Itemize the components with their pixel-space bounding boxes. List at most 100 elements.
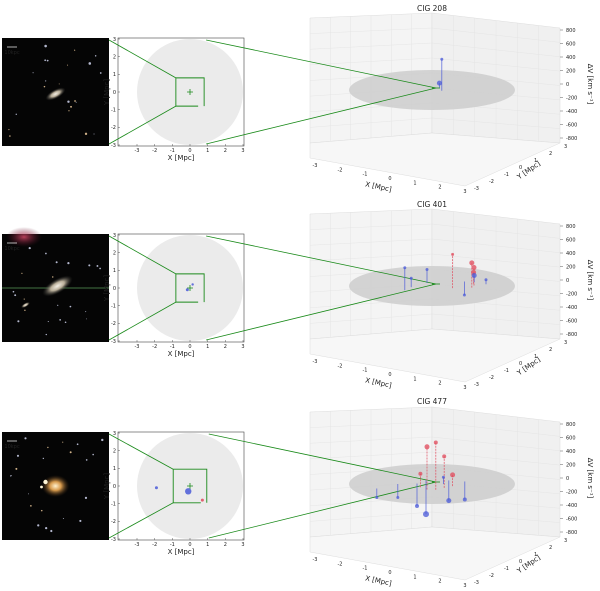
star xyxy=(45,333,48,336)
y3d-tick-label: -1 xyxy=(504,172,509,178)
neighbour-marker xyxy=(441,475,445,479)
x3d-tick-label: 1 xyxy=(413,574,416,580)
z-tick-label: -600 xyxy=(566,122,577,128)
y-axis-label: Y [Mpc] xyxy=(103,275,111,303)
y-tick-label: 2 xyxy=(113,250,116,256)
target-cross xyxy=(187,89,193,95)
galaxy-disk xyxy=(45,87,66,101)
star xyxy=(15,113,17,115)
galaxy-disk xyxy=(42,275,73,297)
star xyxy=(69,451,72,454)
panel-3-title: CIG 477 xyxy=(417,397,447,406)
star xyxy=(68,110,70,112)
star xyxy=(67,261,70,265)
z-axis-label: ΔV [km s⁻¹] xyxy=(586,458,594,499)
y-tick-label: 0 xyxy=(113,286,116,292)
y-tick-label: 0 xyxy=(113,484,116,490)
panel-row-1: 10kpc -3 -2 -1 0 1 2 3 3 2 1 0 -1 -2 -3 X [Mpc] Y [Mpc] 8… xyxy=(2,12,594,195)
y3d-tick-label: 2 xyxy=(549,347,552,353)
x3d-tick-label: 0 xyxy=(388,372,391,378)
x3d-tick-label: -1 xyxy=(363,566,368,572)
x-tick-label: -2 xyxy=(152,344,157,350)
z-tick-label: 400 xyxy=(566,449,576,455)
star xyxy=(40,509,43,512)
star xyxy=(9,135,11,137)
neighbour-marker xyxy=(471,265,477,271)
y-tick-label: -2 xyxy=(111,519,116,525)
z-tick-label: 200 xyxy=(566,264,576,270)
floor xyxy=(309,526,561,581)
star xyxy=(64,321,67,324)
star xyxy=(11,475,12,476)
star xyxy=(96,265,99,267)
neighbour-marker xyxy=(424,444,430,450)
dv-plane xyxy=(349,464,515,504)
star xyxy=(24,309,26,312)
z-tick-label: -600 xyxy=(566,516,577,522)
z-tick-label: -200 xyxy=(566,291,577,297)
neighbour-marker xyxy=(423,511,429,518)
star xyxy=(37,524,40,527)
zoom-box-left xyxy=(175,273,199,303)
y3d-tick-label: -3 xyxy=(474,186,479,192)
y-tick-label: -1 xyxy=(111,501,116,507)
neighbour-marker xyxy=(375,496,379,499)
x3d-tick-label: -3 xyxy=(313,163,318,169)
cone-top xyxy=(208,433,437,483)
x3d-tick-label: 1 xyxy=(413,180,416,186)
y-tick-label: -2 xyxy=(111,321,116,327)
star xyxy=(23,298,25,300)
x-tick-label: 1 xyxy=(206,344,209,350)
neighbour-marker xyxy=(440,57,444,61)
z-tick-label: 800 xyxy=(566,422,576,428)
x3d-tick-label: 0 xyxy=(388,570,391,576)
z-tick-label: -800 xyxy=(566,332,577,338)
z-tick-label: -400 xyxy=(566,109,577,115)
z-tick-label: 200 xyxy=(566,68,576,74)
star xyxy=(45,252,47,255)
connector-top xyxy=(108,39,177,79)
x3d-tick-label: -2 xyxy=(338,167,343,173)
x-tick-label: 1 xyxy=(206,542,209,548)
y-tick-label: 3 xyxy=(113,233,116,239)
star xyxy=(84,496,88,500)
x3d-axis-label: X [Mpc] xyxy=(364,180,392,193)
star xyxy=(58,83,60,85)
star xyxy=(92,453,94,456)
y-tick-label: 1 xyxy=(113,268,116,274)
star xyxy=(52,276,54,278)
y-tick-label: 2 xyxy=(113,54,116,60)
neighbour-marker xyxy=(462,497,467,502)
y-tick-label: -3 xyxy=(111,143,116,149)
star xyxy=(8,129,10,131)
star xyxy=(47,321,49,323)
z-tick-label: 0 xyxy=(566,476,569,482)
star xyxy=(32,72,34,74)
projection-neighbour xyxy=(185,288,189,292)
star xyxy=(44,44,47,48)
x3d-axis-label: X [Mpc] xyxy=(364,376,392,389)
star xyxy=(101,438,104,442)
star xyxy=(75,101,77,103)
z-tick-label: 600 xyxy=(566,435,576,441)
star xyxy=(79,519,82,523)
x-tick-label: 2 xyxy=(224,344,227,350)
star xyxy=(93,133,95,135)
x3d-tick-label: 2 xyxy=(438,381,441,387)
cone-bottom xyxy=(206,87,437,145)
x-tick-label: -3 xyxy=(135,148,140,154)
z-axis-label: ΔV [km s⁻¹] xyxy=(586,64,594,105)
star xyxy=(70,105,72,108)
x-tick-label: -3 xyxy=(135,542,140,548)
z-tick-label: 0 xyxy=(566,278,569,284)
x-tick-label: 3 xyxy=(241,542,244,548)
z-tick-label: -200 xyxy=(566,489,577,495)
star xyxy=(86,318,87,320)
cone-bottom xyxy=(206,283,437,341)
neighbour-marker xyxy=(425,268,429,271)
neighbour-marker xyxy=(396,496,400,499)
star xyxy=(99,267,101,270)
y-tick-label: 0 xyxy=(113,90,116,96)
z-tick-label: -400 xyxy=(566,503,577,509)
y3d-tick-label: 2 xyxy=(549,151,552,157)
